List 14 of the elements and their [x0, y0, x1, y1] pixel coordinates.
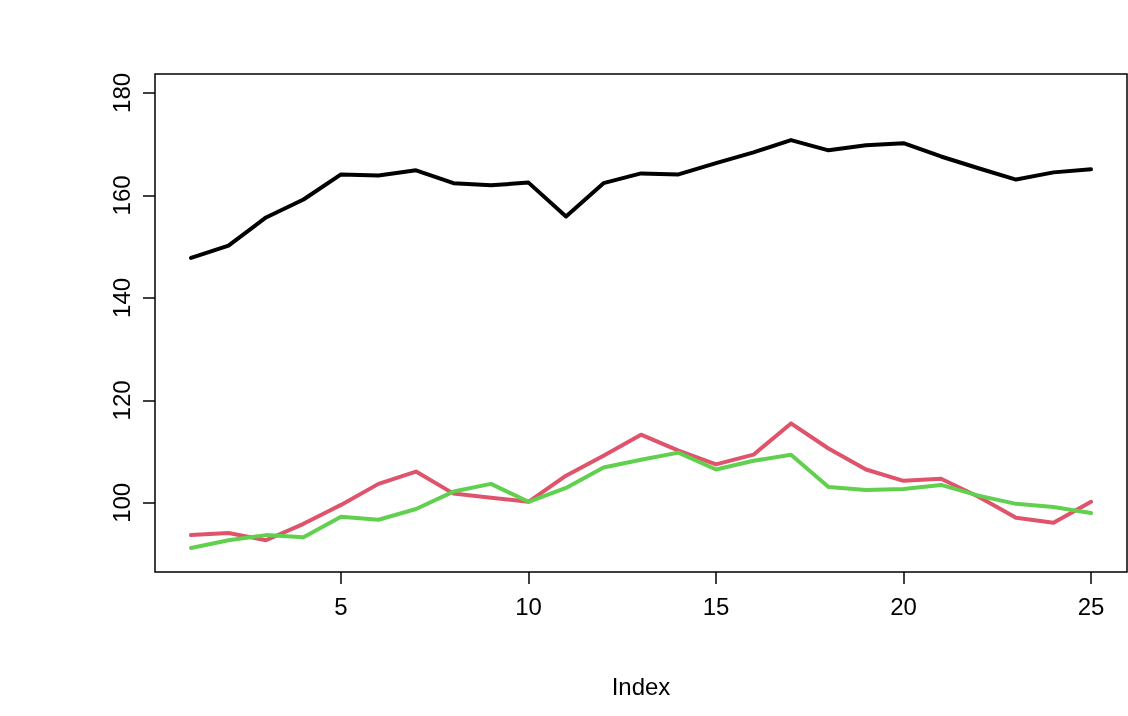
x-axis-title: Index	[611, 672, 671, 700]
x-tick-label: 15	[702, 592, 730, 620]
x-tick-label: 10	[515, 592, 542, 620]
line-series	[189, 421, 1093, 543]
y-tick-label: 100	[107, 482, 135, 523]
x-tick-label: 25	[1077, 592, 1105, 620]
line-series	[189, 138, 1093, 260]
x-tick-label: 5	[334, 592, 348, 620]
y-tick-label: 120	[107, 380, 135, 421]
x-tick-label: 20	[890, 592, 917, 620]
line-series	[189, 450, 1093, 550]
y-tick-label: 160	[107, 175, 135, 216]
y-tick-label: 180	[107, 72, 135, 113]
y-tick-label: 140	[107, 277, 135, 318]
